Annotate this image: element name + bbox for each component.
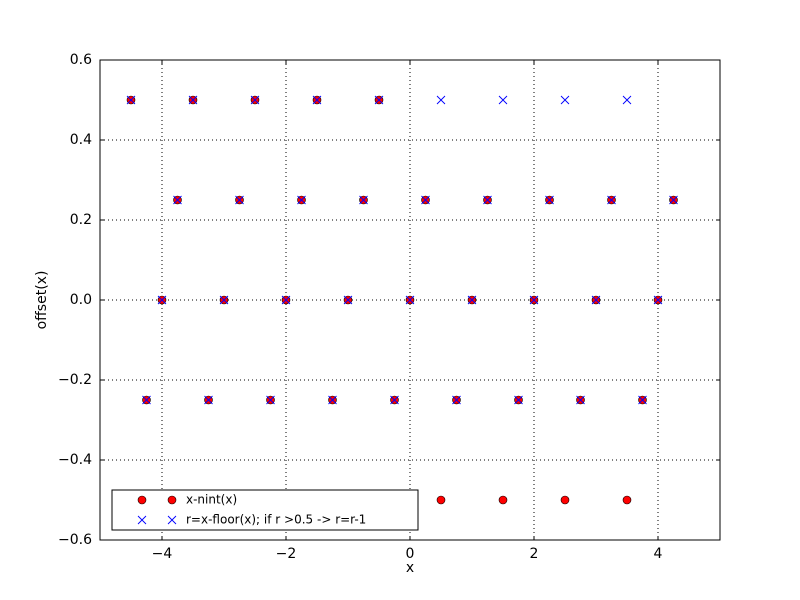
point xyxy=(173,195,182,205)
x-tick-label: 2 xyxy=(530,546,539,562)
point xyxy=(204,395,213,405)
y-tick-label: −0.6 xyxy=(58,532,92,548)
legend-box xyxy=(111,489,419,531)
point xyxy=(266,395,275,405)
point xyxy=(452,395,461,405)
plot-frame xyxy=(99,59,721,541)
x-axis-label: x xyxy=(406,560,414,576)
y-tick-label: −0.2 xyxy=(58,372,92,388)
legend-marker xyxy=(167,495,177,505)
point xyxy=(591,295,601,305)
x-tick-label: 4 xyxy=(654,546,663,562)
point xyxy=(607,195,616,205)
y-tick-label: 0.6 xyxy=(70,52,92,68)
y-tick-label: 0.2 xyxy=(70,212,92,228)
x-tick-label: −2 xyxy=(276,546,297,562)
point xyxy=(281,295,291,305)
point xyxy=(157,295,167,305)
point xyxy=(545,195,554,205)
point xyxy=(126,95,136,105)
point xyxy=(560,95,570,105)
point xyxy=(622,495,632,505)
point xyxy=(343,295,353,305)
y-tick-label: 0.4 xyxy=(70,132,92,148)
point xyxy=(436,495,446,505)
point xyxy=(436,95,446,105)
legend-marker xyxy=(167,515,177,525)
point xyxy=(498,495,508,505)
point xyxy=(529,295,539,305)
point xyxy=(576,395,585,405)
point xyxy=(297,195,306,205)
point xyxy=(142,395,151,405)
point xyxy=(359,195,368,205)
x-tick-label: 0 xyxy=(406,546,415,562)
point xyxy=(390,395,399,405)
y-tick-label: −0.4 xyxy=(58,452,92,468)
point xyxy=(498,95,508,105)
point xyxy=(188,95,198,105)
point xyxy=(374,95,384,105)
point xyxy=(483,195,492,205)
point xyxy=(467,295,477,305)
legend-marker xyxy=(137,515,147,525)
legend-label: r=x-floor(x); if r >0.5 -> r=r-1 xyxy=(186,513,366,527)
point xyxy=(405,295,415,305)
point xyxy=(312,95,322,105)
point xyxy=(638,395,647,405)
legend-label: x-nint(x) xyxy=(186,493,237,507)
point xyxy=(235,195,244,205)
y-axis-label: offset(x) xyxy=(34,271,50,330)
legend-marker xyxy=(137,495,147,505)
point xyxy=(328,395,337,405)
point xyxy=(622,95,632,105)
y-tick-label: 0.0 xyxy=(70,292,92,308)
point xyxy=(560,495,570,505)
point xyxy=(219,295,229,305)
point xyxy=(669,195,678,205)
point xyxy=(514,395,523,405)
point xyxy=(250,95,260,105)
point xyxy=(653,295,663,305)
point xyxy=(421,195,430,205)
x-tick-label: −4 xyxy=(152,546,173,562)
